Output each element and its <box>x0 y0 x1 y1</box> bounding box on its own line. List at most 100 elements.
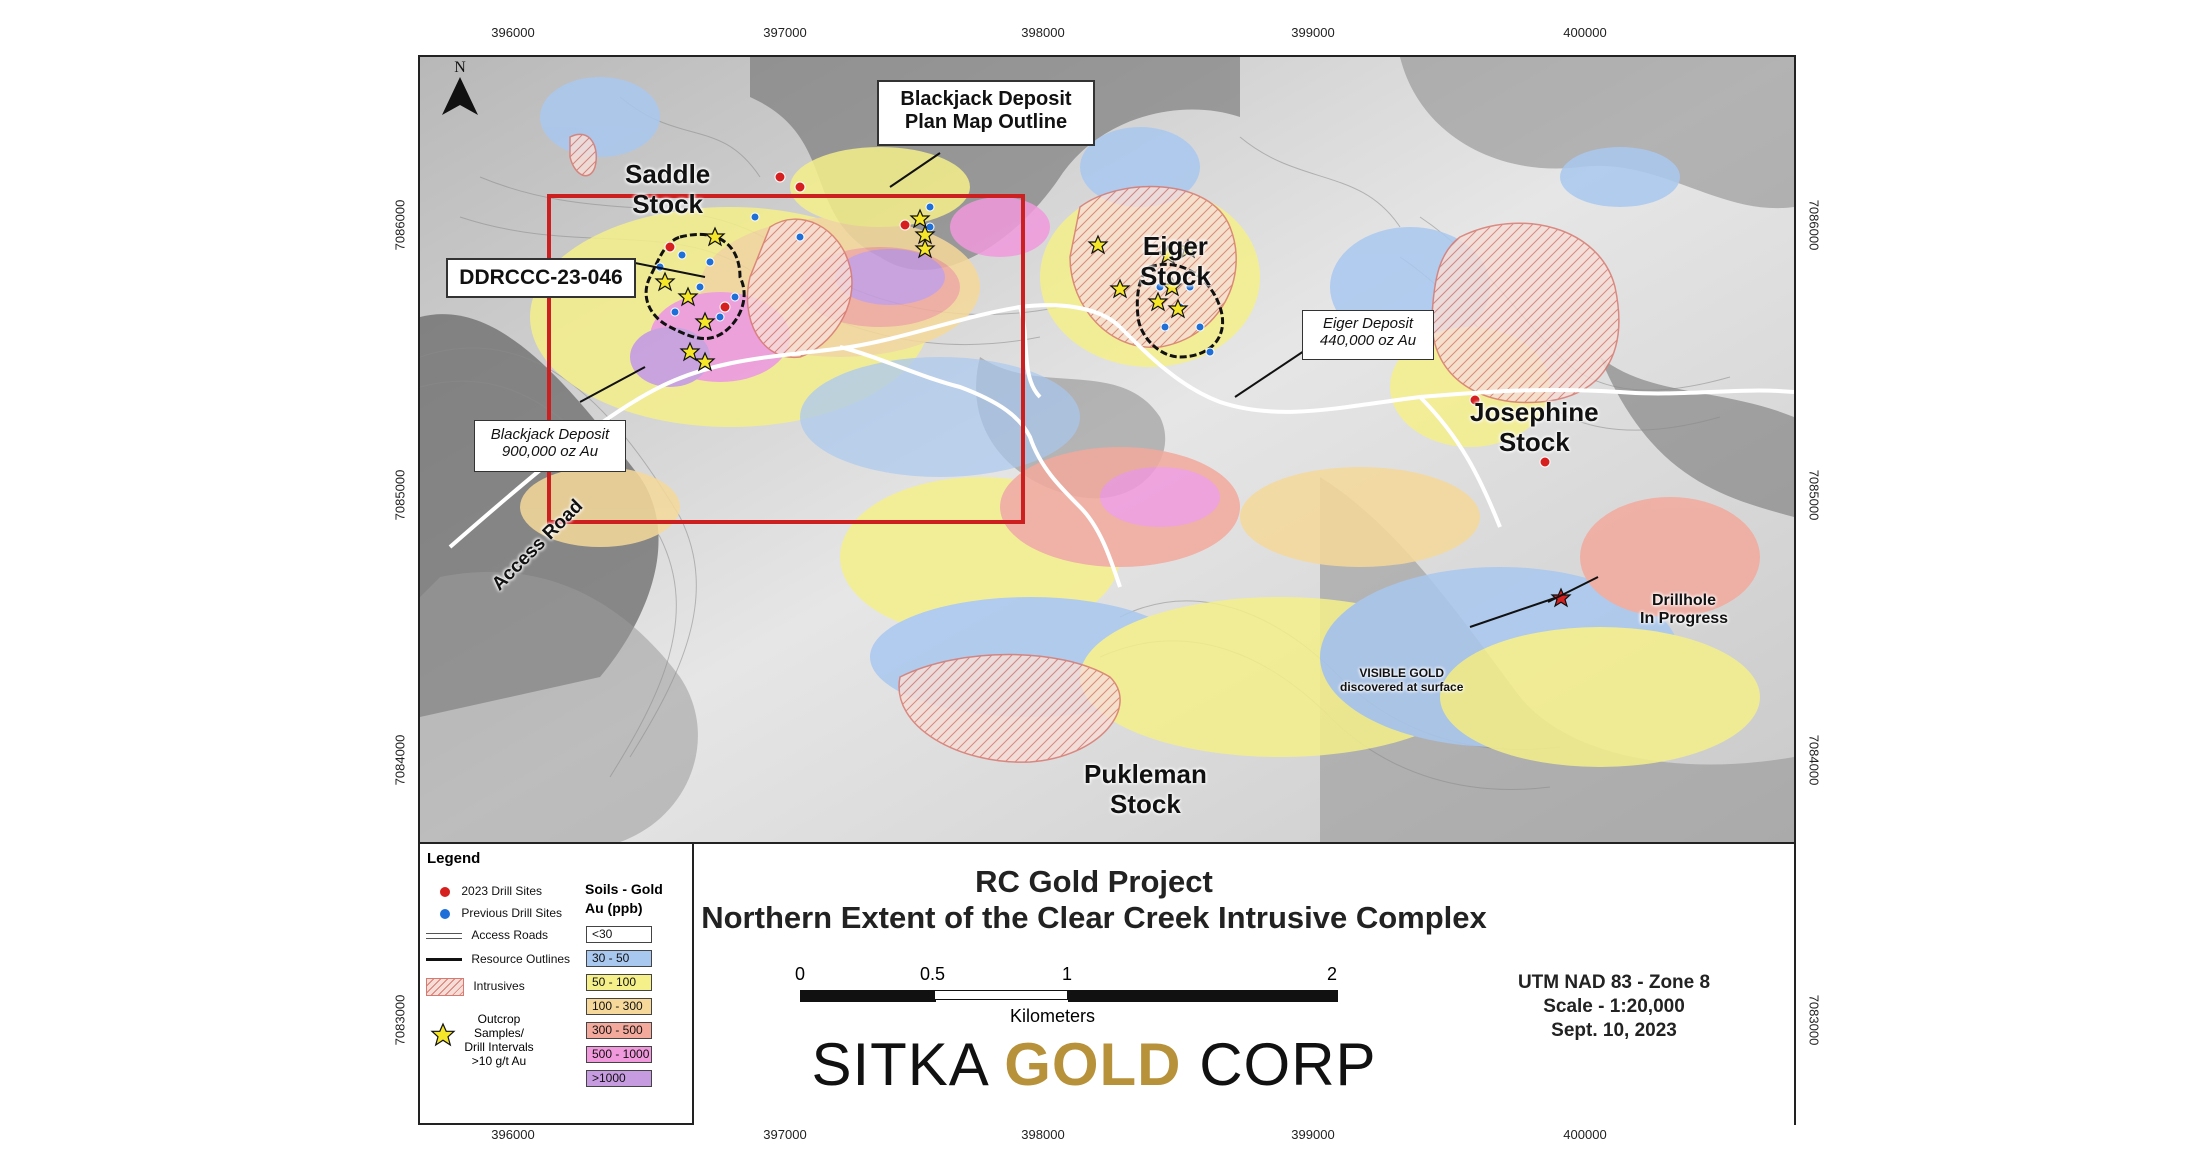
scale-tick-label: 0 <box>795 964 806 984</box>
drill-site-2023 <box>1469 394 1481 406</box>
easting-tick: 400000 <box>1563 25 1607 40</box>
callout-line: 440,000 oz Au <box>1319 332 1417 349</box>
previous-drill-site <box>925 202 935 212</box>
previous-drill-site <box>750 212 760 222</box>
scale-segment <box>1068 990 1338 1002</box>
soil-swatch-500-1000 <box>586 1046 652 1063</box>
red-dot-icon <box>440 886 450 897</box>
north-label: N <box>454 59 466 76</box>
callout-line: Blackjack Deposit <box>900 88 1072 110</box>
drillhole-label: Drillhole In Progress <box>1640 592 1728 629</box>
drill-sites-2023 <box>664 171 1551 468</box>
soil-swatch-300-500 <box>586 1022 652 1039</box>
outcrop-star <box>1157 244 1179 265</box>
legend-line: >10 g/t Au <box>471 1054 527 1068</box>
projection-text: UTM NAD 83 - Zone 8 <box>1517 972 1711 993</box>
leader-lines <box>579 152 1599 628</box>
previous-drill-site <box>1195 322 1205 332</box>
swatch-label: 500 - 1000 <box>592 1047 650 1061</box>
blue-dot-icon <box>440 908 450 919</box>
previous-drill-site <box>677 250 687 260</box>
soils-title-line: Au (ppb) <box>585 900 643 916</box>
legend-access-roads: Access Roads <box>426 928 548 942</box>
stock-type: Stock <box>632 188 704 219</box>
northing-tick: 7083000 <box>1806 994 1822 1046</box>
ddrccc-callout: DDRCCC-23-046 <box>446 258 636 298</box>
soil-swatch-gt1000 <box>586 1070 652 1087</box>
previous-drill-site <box>715 312 725 322</box>
title-block: RC Gold Project Northern Extent of the C… <box>694 842 1794 1125</box>
legend-panel: Legend 2023 Drill Sites Previous Drill S… <box>420 842 694 1123</box>
drill-site-2023 <box>719 301 731 313</box>
outcrop-star <box>1147 291 1169 312</box>
outcrop-star <box>909 208 931 229</box>
legend-label: 2023 Drill Sites <box>461 884 543 898</box>
previous-drill-site <box>795 232 805 242</box>
outcrop-star <box>1550 587 1572 608</box>
outcrop-star <box>914 238 936 259</box>
pukleman-stock-label: Pukleman Stock <box>1084 759 1207 820</box>
legend-label: Intrusives <box>473 979 525 994</box>
soil-swatch-30-50 <box>586 950 652 967</box>
label-line: Drillhole <box>1652 592 1717 609</box>
northing-tick: 7084000 <box>392 734 408 786</box>
josephine-stock-label: Josephine Stock <box>1470 397 1599 458</box>
drill-site-2023 <box>774 171 786 183</box>
legend-outcrop <box>430 1022 456 1053</box>
stock-type: Stock <box>1498 426 1570 457</box>
swatch-label: <30 <box>592 927 613 941</box>
callout-line: Blackjack Deposit <box>490 426 610 443</box>
scale-text: Scale - 1:20,000 <box>1543 996 1685 1017</box>
northing-tick: 7085000 <box>392 469 408 521</box>
legend-outcrop-label: Outcrop Samples/ Drill Intervals >10 g/t… <box>454 1012 544 1068</box>
outcrop-star <box>1167 298 1189 319</box>
soil-swatch-lt30 <box>586 926 652 943</box>
visible-gold-label: VISIBLE GOLD discovered at surface <box>1340 666 1463 695</box>
logo-gold: GOLD <box>1004 1031 1182 1098</box>
stock-type: Stock <box>1110 788 1181 819</box>
legend-intrusives: Intrusives <box>426 978 525 996</box>
eiger-stock-label: Eiger Stock <box>1140 231 1211 292</box>
logo-corp: CORP <box>1199 1031 1377 1098</box>
map-title: RC Gold Project <box>975 864 1213 899</box>
drill-site-2023 <box>794 181 806 193</box>
swatch-label: >1000 <box>592 1071 626 1085</box>
drill-site-2023 <box>899 219 911 231</box>
legend-label: Resource Outlines <box>471 952 571 966</box>
outcrop-samples <box>654 208 1572 608</box>
soil-swatch-100-300 <box>586 998 652 1015</box>
map-canvas[interactable]: N <box>420 57 1794 842</box>
scale-segment <box>800 990 936 1002</box>
scale-tick-label: 0.5 <box>920 964 946 984</box>
outline-line-icon <box>426 958 462 962</box>
swatch-label: 50 - 100 <box>592 975 637 989</box>
easting-tick: 396000 <box>491 25 535 40</box>
callout-line: 900,000 oz Au <box>501 443 599 460</box>
soil-swatch-50-100 <box>586 974 652 991</box>
stock-type: Stock <box>1140 260 1211 291</box>
callout-line: Plan Map Outline <box>904 111 1068 133</box>
northing-tick: 7086000 <box>392 199 408 251</box>
stock-name: Pukleman <box>1084 759 1207 789</box>
easting-tick: 400000 <box>1563 1127 1607 1142</box>
swatch-label: 300 - 500 <box>592 1023 643 1037</box>
intrusives-layer <box>569 133 1620 763</box>
legend-resource-outlines: Resource Outlines <box>426 952 570 966</box>
outcrop-star <box>1177 238 1199 259</box>
easting-tick: 398000 <box>1021 25 1065 40</box>
previous-drill-site <box>670 307 680 317</box>
stock-name: Eiger <box>1142 231 1208 261</box>
blackjack-deposit-callout: Blackjack Deposit 900,000 oz Au <box>474 420 626 472</box>
soils-title: Soils - Gold Au (ppb) <box>585 880 663 918</box>
resource-outlines <box>644 232 1225 359</box>
easting-tick: 396000 <box>491 1127 535 1142</box>
legend-line: Outcrop Samples/ <box>473 1012 525 1040</box>
legend-prev-drill: Previous Drill Sites <box>440 906 562 920</box>
scale-tick-label: 1 <box>1062 964 1073 984</box>
scale-units: Kilometers <box>1010 1006 1096 1026</box>
scale-tick-label: 2 <box>1327 964 1338 984</box>
label-line: VISIBLE GOLD <box>1359 666 1445 680</box>
company-logo: SITKA GOLD CORP <box>694 1030 1494 1099</box>
previous-drill-site <box>1205 347 1215 357</box>
previous-drill-site <box>705 257 715 267</box>
